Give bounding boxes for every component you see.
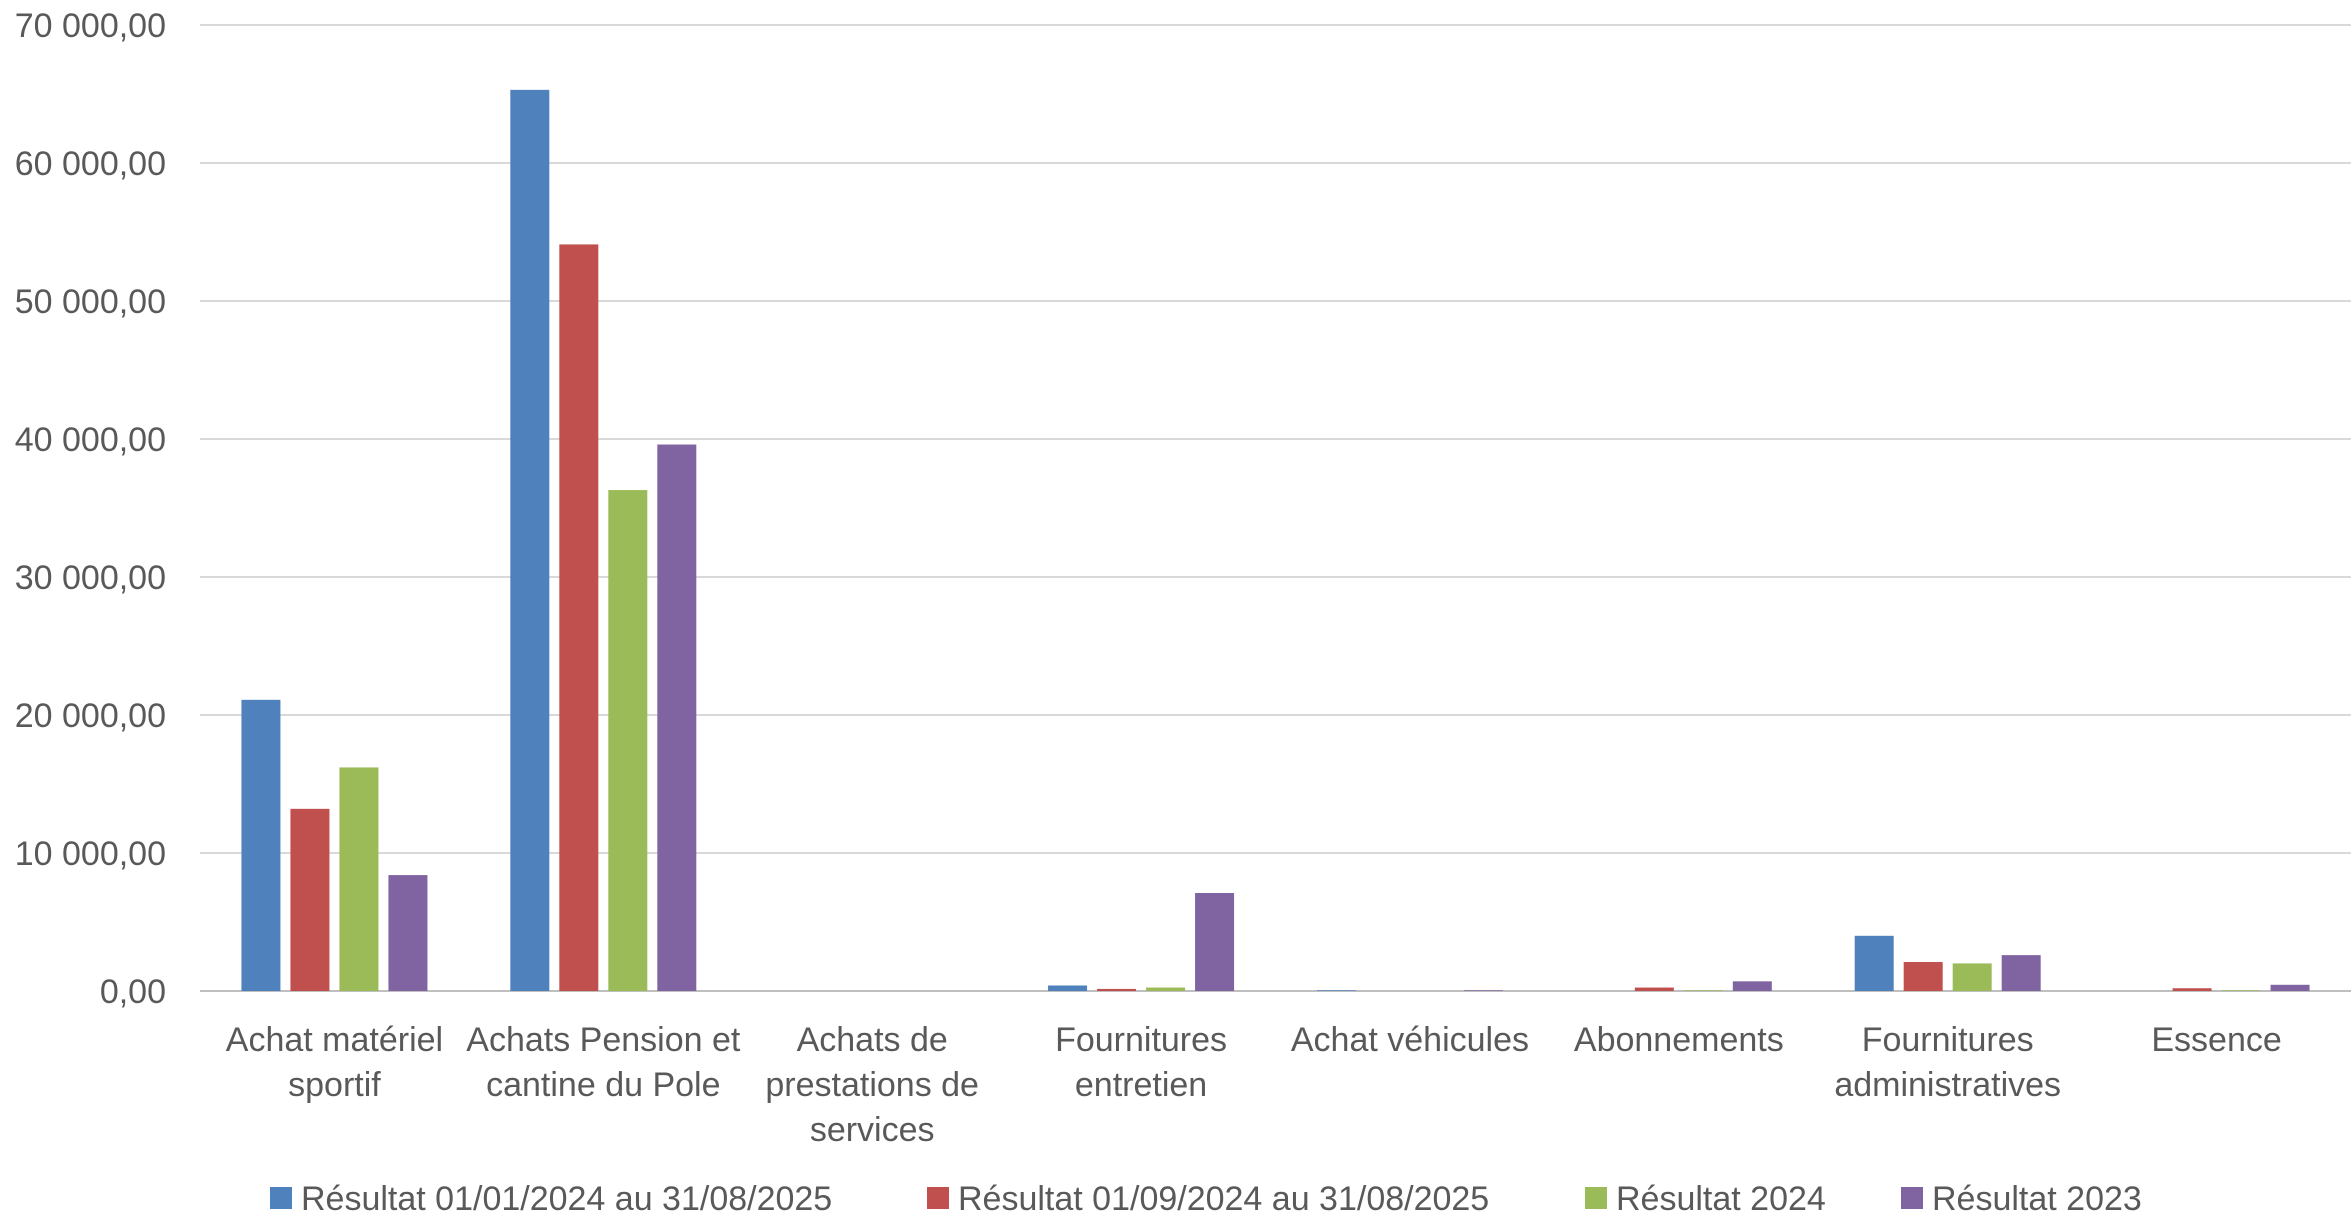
category-label: Achat matériel — [226, 1021, 443, 1059]
bar — [1316, 990, 1356, 991]
legend-swatch — [1585, 1187, 1607, 1209]
category-label: Abonnements — [1574, 1021, 1784, 1059]
category-label: entretien — [1075, 1066, 1207, 1104]
y-tick-label: 10 000,00 — [15, 835, 166, 873]
category-label: cantine du Pole — [486, 1066, 720, 1104]
category-label: Fournitures — [1862, 1021, 2034, 1059]
y-tick-label: 60 000,00 — [15, 145, 166, 183]
bar — [1048, 985, 1088, 991]
bar — [2270, 984, 2310, 991]
category-label: services — [810, 1111, 935, 1149]
legend-label: Résultat 01/01/2024 au 31/08/2025 — [301, 1180, 832, 1216]
bar — [1097, 988, 1137, 991]
category-label: Fournitures — [1055, 1021, 1227, 1059]
bar — [1952, 963, 1992, 991]
bar — [290, 808, 330, 991]
y-tick-label: 20 000,00 — [15, 697, 166, 735]
category-label: Achat véhicules — [1291, 1021, 1529, 1059]
category-label: Achats Pension et — [466, 1021, 741, 1059]
bar — [339, 767, 379, 991]
legend-label: Résultat 2024 — [1616, 1180, 1826, 1216]
legend: Résultat 01/01/2024 au 31/08/2025 Résulta… — [270, 1180, 2142, 1216]
y-tick-label: 0,00 — [100, 973, 166, 1011]
y-tick-label: 70 000,00 — [15, 7, 166, 45]
bar — [388, 875, 428, 991]
y-axis-tick-labels: 0,00 10 000,00 20 000,00 30 000,00 40 000,00… — [15, 7, 166, 1011]
legend-label: Résultat 2023 — [1932, 1180, 2142, 1216]
gridlines — [200, 24, 2351, 992]
bar — [657, 444, 697, 991]
bar — [510, 89, 550, 992]
bar — [1463, 990, 1503, 991]
legend-label: Résultat 01/09/2024 au 31/08/2025 — [958, 1180, 1489, 1216]
bars — [241, 89, 2310, 992]
y-tick-label: 40 000,00 — [15, 421, 166, 459]
bar — [559, 244, 599, 992]
bar — [241, 699, 281, 991]
bar — [1732, 981, 1772, 991]
y-tick-label: 50 000,00 — [15, 283, 166, 321]
bar — [2172, 988, 2212, 991]
legend-swatch — [270, 1187, 292, 1209]
bar — [1634, 987, 1674, 991]
category-label: Achats de — [797, 1021, 948, 1059]
category-label: Essence — [2151, 1021, 2281, 1059]
legend-swatch — [927, 1187, 949, 1209]
bar — [1195, 893, 1235, 991]
legend-swatch — [1901, 1187, 1923, 1209]
category-label: administratives — [1834, 1066, 2061, 1104]
bar — [1854, 935, 1894, 991]
bar — [2221, 990, 2261, 991]
category-label: sportif — [288, 1066, 381, 1104]
bar — [2001, 955, 2041, 991]
bar — [1903, 962, 1943, 991]
x-axis-category-labels: Achat matériel sportif Achats Pension et ca… — [226, 1021, 2282, 1149]
bar — [1683, 990, 1723, 991]
bar — [608, 490, 648, 991]
bar — [1146, 987, 1186, 991]
y-tick-label: 30 000,00 — [15, 559, 166, 597]
category-label: prestations de — [765, 1066, 979, 1104]
